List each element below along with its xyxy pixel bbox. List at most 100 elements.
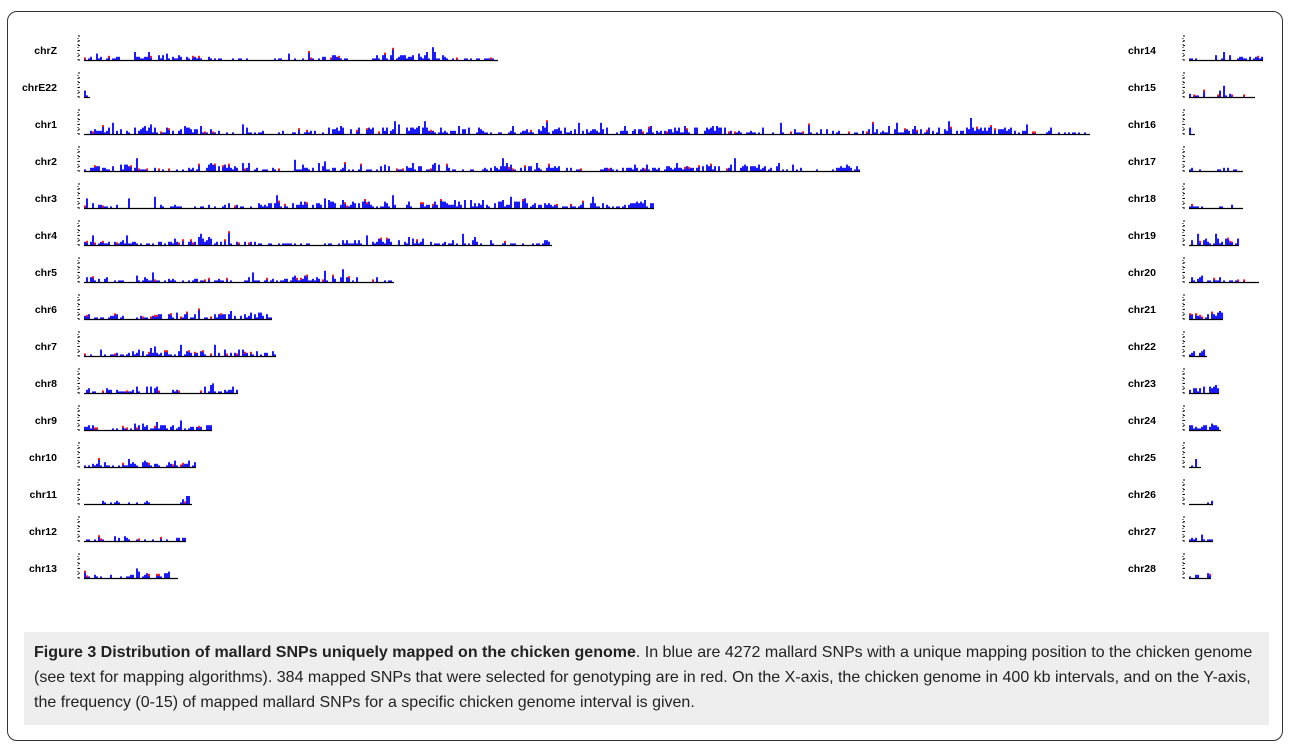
snp-bar: [1191, 58, 1193, 60]
snp-bar: [94, 317, 96, 319]
snp-bar: [840, 166, 842, 171]
snp-bar: [602, 169, 604, 171]
snp-bar: [166, 465, 168, 467]
chromosome-label: chr15: [1128, 82, 1156, 94]
snp-bar: [626, 130, 628, 134]
snp-bar: [356, 130, 358, 134]
panel-chr9: chr9: [35, 405, 212, 432]
genotyped-mark: [130, 165, 132, 168]
snp-bar: [126, 465, 128, 467]
snp-bar: [528, 166, 530, 171]
snp-bar: [586, 129, 588, 134]
snp-bar: [138, 349, 140, 356]
snp-bar: [162, 425, 164, 430]
snp-bar: [268, 203, 270, 208]
snp-bar: [122, 169, 124, 171]
snp-bar: [746, 132, 748, 134]
snp-bar: [148, 574, 150, 578]
snp-bar: [476, 132, 478, 134]
snp-bar: [1199, 388, 1201, 393]
snp-bar: [1211, 500, 1213, 504]
genotyped-mark: [168, 128, 170, 131]
snp-bar: [294, 275, 296, 282]
snp-bar: [224, 389, 226, 393]
snp-bar: [166, 53, 168, 60]
snp-bar: [376, 241, 378, 245]
snp-bar: [116, 500, 118, 504]
snp-bar: [856, 132, 858, 134]
snp-bar: [498, 201, 500, 208]
snp-bar: [542, 126, 544, 134]
snp-bar: [202, 132, 204, 134]
genotyped-mark: [916, 129, 918, 132]
snp-bar: [100, 349, 102, 356]
snp-bar: [406, 204, 408, 208]
snp-bar: [442, 55, 444, 60]
genotyped-mark: [226, 353, 228, 356]
snp-bar: [190, 240, 192, 245]
snp-bar: [194, 129, 196, 134]
snp-bar: [140, 169, 142, 171]
snp-bar: [994, 129, 996, 134]
snp-bar: [214, 58, 216, 60]
snp-bar: [192, 280, 194, 282]
snp-bar: [188, 127, 190, 134]
snp-bar: [474, 203, 476, 208]
snp-bar: [154, 463, 156, 467]
snp-bar: [246, 352, 248, 356]
snp-bar: [128, 166, 130, 171]
snp-bar: [746, 166, 748, 171]
snp-bar: [418, 166, 420, 171]
snp-bar: [420, 56, 422, 60]
snp-bar: [1231, 241, 1233, 245]
snp-bar: [596, 130, 598, 134]
snp-bar: [668, 166, 670, 171]
snp-bar: [468, 243, 470, 245]
snp-bar: [1072, 132, 1074, 134]
snp-bar: [576, 169, 578, 171]
snp-bar: [224, 240, 226, 245]
snp-bar: [616, 169, 618, 171]
snp-bar: [248, 315, 250, 319]
snp-bar: [566, 132, 568, 134]
snp-bar: [154, 346, 156, 356]
genotyped-mark: [1243, 279, 1245, 282]
snp-bar: [664, 130, 666, 134]
snp-bar: [286, 278, 288, 282]
snp-bar: [372, 241, 374, 245]
snp-bar: [104, 243, 106, 245]
snp-bar: [1209, 539, 1211, 541]
snp-bar: [110, 574, 112, 578]
snp-bar: [1004, 127, 1006, 134]
snp-bar: [164, 280, 166, 282]
snp-bar: [146, 130, 148, 134]
chromosome-label: chr14: [1128, 45, 1156, 57]
snp-bar: [1215, 55, 1217, 60]
snp-bar: [240, 58, 242, 60]
chromosome-label: chr7: [35, 341, 57, 353]
snp-bar: [638, 129, 640, 134]
snp-bar: [530, 206, 532, 208]
snp-bar: [232, 169, 234, 171]
genotyped-mark: [94, 427, 96, 430]
snp-bar: [884, 132, 886, 134]
snp-bar: [102, 167, 104, 171]
snp-bar: [172, 389, 174, 393]
snp-bar: [350, 204, 352, 208]
snp-bar: [712, 126, 714, 134]
snp-bar: [1026, 124, 1028, 134]
snp-bar: [136, 275, 138, 282]
snp-bar: [1261, 56, 1263, 60]
snp-bar: [1203, 349, 1205, 356]
snp-bar: [334, 167, 336, 171]
snp-bar: [458, 201, 460, 208]
snp-bar: [196, 129, 198, 134]
snp-bar: [186, 496, 188, 504]
snp-bar: [304, 132, 306, 134]
snp-bar: [1195, 459, 1197, 467]
snp-bar: [160, 204, 162, 208]
snp-bar: [986, 130, 988, 134]
snp-bar: [144, 277, 146, 282]
genotyped-mark: [180, 316, 182, 319]
snp-bar: [516, 201, 518, 208]
